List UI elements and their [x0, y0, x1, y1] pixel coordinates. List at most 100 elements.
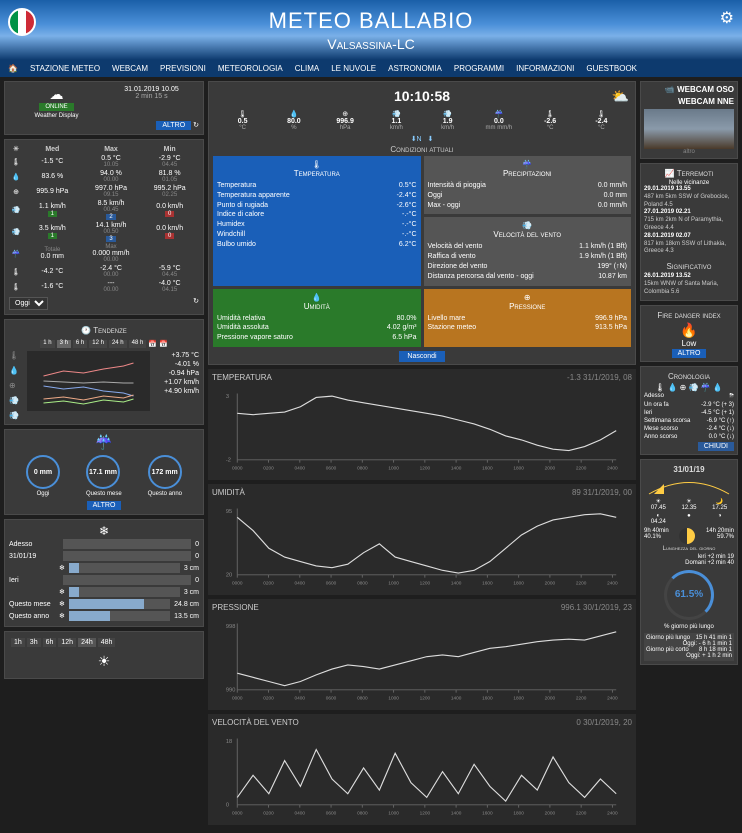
svg-text:1200: 1200 — [420, 580, 431, 586]
svg-text:0800: 0800 — [357, 465, 368, 471]
altro-button[interactable]: ALTRO — [87, 501, 122, 510]
nav-item[interactable]: PREVISIONI — [160, 64, 206, 73]
svg-text:0400: 0400 — [295, 465, 306, 471]
svg-text:1200: 1200 — [420, 695, 431, 701]
nav-item[interactable]: INFORMAZIONI — [516, 64, 574, 73]
nav-item[interactable]: CLIMA — [295, 64, 319, 73]
fc-btn[interactable]: 12h — [58, 638, 76, 647]
nav-item[interactable]: METEOROLOGIA — [218, 64, 283, 73]
svg-text:2000: 2000 — [545, 695, 556, 701]
svg-text:3: 3 — [226, 394, 229, 400]
nav-item[interactable]: ASTRONOMIA — [388, 64, 442, 73]
svg-text:0600: 0600 — [326, 465, 337, 471]
fc-btn[interactable]: 3h — [27, 638, 41, 647]
weather-icon: ⛅ — [612, 88, 629, 105]
svg-text:0600: 0600 — [326, 580, 337, 586]
nav-item[interactable]: GUESTBOOK — [586, 64, 637, 73]
svg-text:1400: 1400 — [451, 580, 462, 586]
svg-text:1200: 1200 — [420, 810, 431, 816]
fc-btn[interactable]: 48h — [98, 638, 116, 647]
webcam-image[interactable] — [644, 109, 734, 149]
refresh-icon[interactable]: ↻ — [193, 297, 199, 305]
svg-text:1400: 1400 — [451, 810, 462, 816]
station-time: 31.01.2019 10.05 — [104, 86, 199, 93]
nav-item[interactable]: LE NUVOLE — [331, 64, 376, 73]
svg-text:2000: 2000 — [545, 810, 556, 816]
svg-text:0000: 0000 — [232, 810, 243, 816]
stats-period-select[interactable]: Oggi — [9, 297, 48, 310]
svg-text:1600: 1600 — [482, 810, 493, 816]
svg-text:1600: 1600 — [482, 580, 493, 586]
altro-button[interactable]: ALTRO — [672, 349, 707, 358]
svg-text:0400: 0400 — [295, 810, 306, 816]
hum-icon: 💧 — [312, 293, 322, 302]
chart-temperatura: 3 -2 00000200040006000800100012001400160… — [212, 384, 632, 474]
trend-btn[interactable]: 3 h — [57, 340, 71, 348]
svg-text:1000: 1000 — [388, 465, 399, 471]
svg-text:0600: 0600 — [326, 695, 337, 701]
cal-icon[interactable]: 📅 — [148, 340, 157, 348]
svg-text:1600: 1600 — [482, 695, 493, 701]
snow-icon: ❄ — [9, 524, 199, 538]
svg-text:1800: 1800 — [513, 465, 524, 471]
chiudi-button[interactable]: CHIUDI — [698, 442, 734, 451]
fire-panel: Fire danger index 🔥 Low ALTRO — [640, 305, 738, 362]
svg-text:18: 18 — [226, 739, 232, 745]
svg-text:1400: 1400 — [451, 465, 462, 471]
trend-btn[interactable]: 12 h — [89, 340, 107, 348]
station-age: 2 min 15 s — [104, 93, 199, 100]
cam-icon: 📹 — [665, 85, 675, 94]
nav-item[interactable]: STAZIONE METEO — [30, 64, 100, 73]
fire-icon: 🔥 — [644, 322, 734, 339]
quakes-panel: 📈 Terremoti Nelle vicinanze 29.01.2019 1… — [640, 163, 738, 301]
rain-panel: ☔ 0 mmOggi 17.1 mmQuesto mese 172 mmQues… — [4, 429, 204, 515]
day-gauge: 61.5% — [664, 570, 714, 620]
altro-button[interactable]: ALTRO — [156, 121, 191, 130]
trends-chart — [27, 351, 150, 411]
clock-icon: 🕐 — [81, 326, 91, 335]
prec-box: ☔Precipitazioni Intensità di pioggia0.0 … — [424, 156, 632, 214]
fc-btn[interactable]: 1h — [11, 638, 25, 647]
fc-btn[interactable]: 24h — [78, 638, 96, 647]
svg-text:2400: 2400 — [607, 695, 618, 701]
svg-text:1400: 1400 — [451, 695, 462, 701]
svg-text:0: 0 — [226, 803, 229, 809]
nav-item[interactable]: PROGRAMMI — [454, 64, 504, 73]
svg-text:2000: 2000 — [545, 580, 556, 586]
sun-arc — [644, 476, 734, 496]
svg-text:2200: 2200 — [576, 465, 587, 471]
svg-text:0000: 0000 — [232, 465, 243, 471]
svg-text:0800: 0800 — [357, 695, 368, 701]
svg-text:20: 20 — [226, 573, 232, 579]
svg-text:0600: 0600 — [326, 810, 337, 816]
svg-text:1800: 1800 — [513, 695, 524, 701]
cal-icon[interactable]: 📅 — [159, 340, 168, 348]
settings-icon[interactable]: ⚙ — [720, 8, 734, 28]
station-name: Weather Display — [9, 113, 104, 119]
svg-text:1000: 1000 — [388, 580, 399, 586]
svg-text:1800: 1800 — [513, 810, 524, 816]
svg-text:0200: 0200 — [263, 810, 274, 816]
clock: 10:10:58 — [213, 86, 631, 106]
refresh-icon[interactable]: ↻ — [193, 122, 199, 129]
wind-icon: 💨 — [522, 221, 532, 230]
trend-btn[interactable]: 24 h — [109, 340, 127, 348]
press-box: ⊕Pressione Livello mare996.9 hPaStazione… — [424, 289, 632, 347]
nascondi-button[interactable]: Nascondi — [399, 351, 444, 362]
svg-text:0800: 0800 — [357, 580, 368, 586]
svg-text:-2: -2 — [226, 458, 231, 464]
temp-icon: 🌡 — [312, 160, 322, 169]
webcam-panel: 📹 WEBCAM OSO WEBCAM NNE altro — [640, 81, 738, 159]
nav-item[interactable]: WEBCAM — [112, 64, 148, 73]
home-icon[interactable]: 🏠 — [8, 64, 18, 73]
trend-btn[interactable]: 1 h — [40, 340, 54, 348]
svg-text:95: 95 — [226, 509, 232, 515]
svg-text:2200: 2200 — [576, 810, 587, 816]
wind-box: 💨Velocità del vento Velocità del vento1.… — [424, 217, 632, 285]
chart-umidità: 95 20 0000020004000600080010001200140016… — [212, 499, 632, 589]
svg-text:0800: 0800 — [357, 810, 368, 816]
trend-btn[interactable]: 6 h — [73, 340, 87, 348]
fc-btn[interactable]: 6h — [43, 638, 57, 647]
trend-btn[interactable]: 48 h — [129, 340, 147, 348]
flag-icon — [8, 8, 36, 36]
